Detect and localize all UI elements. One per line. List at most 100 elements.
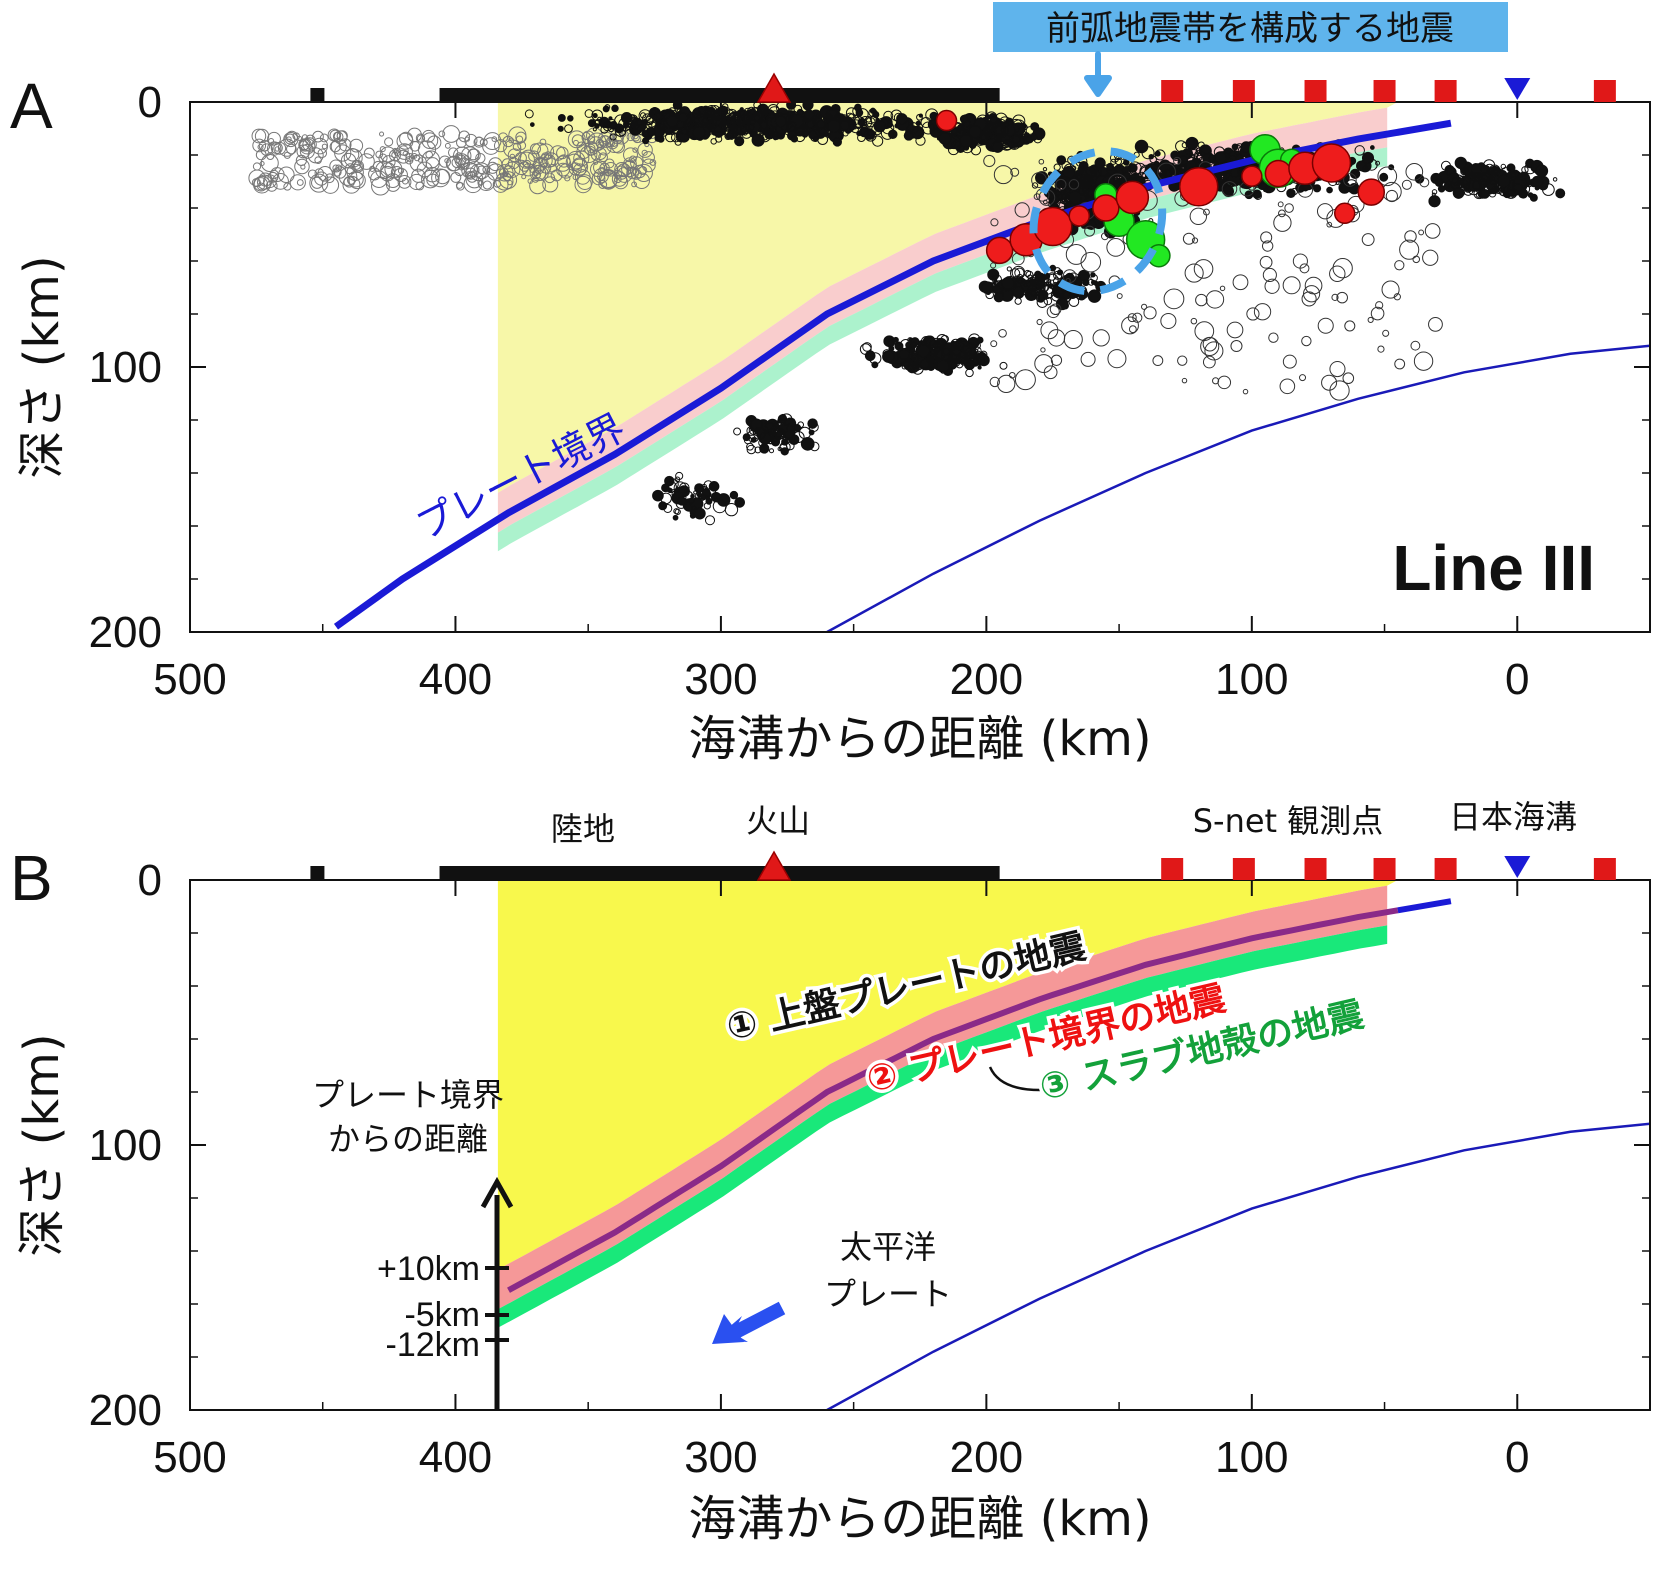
hypocenter: [703, 502, 711, 510]
hypocenter: [1063, 329, 1083, 350]
hypocenter: [672, 514, 679, 521]
hypocenter: [1317, 317, 1334, 334]
hypocenter: [1261, 240, 1274, 252]
hypocenter: [1246, 307, 1260, 321]
gray-hypocenter: [467, 148, 481, 162]
hypocenter: [1203, 208, 1210, 216]
gray-hypocenter: [385, 173, 401, 189]
gray-hypocenter: [460, 146, 480, 165]
hypocenter: [1128, 325, 1137, 334]
hypocenter: [765, 133, 771, 139]
hypocenter: [827, 119, 841, 134]
hypocenter: [1121, 316, 1139, 335]
hypocenter: [785, 441, 795, 451]
gray-hypocenter: [556, 146, 569, 160]
hypocenter: [1555, 188, 1566, 199]
hypocenter: [557, 113, 566, 122]
hypocenter: [1191, 237, 1199, 244]
gray-hypocenter: [507, 148, 522, 163]
hypocenter: [1204, 341, 1224, 361]
hypocenter: [707, 116, 713, 122]
hypocenter: [614, 125, 627, 137]
hypocenter: [1027, 284, 1040, 297]
hypocenter: [1064, 186, 1071, 194]
hypocenter: [816, 119, 826, 129]
hypocenter: [862, 342, 872, 352]
hypocenter: [827, 107, 839, 118]
gray-hypocenter: [538, 153, 553, 168]
hypocenter: [1134, 139, 1149, 154]
hypocenter: [1080, 251, 1102, 273]
hypocenter: [857, 124, 870, 137]
y-tick-label: 200: [89, 608, 162, 657]
gray-hypocenter: [294, 158, 310, 175]
gray-hypocenter: [571, 158, 589, 176]
gray-hypocenter: [370, 170, 388, 188]
panel-b-ylabel: 深さ (km): [14, 1033, 70, 1256]
hypocenter: [789, 114, 804, 128]
volcano-icon: [756, 850, 792, 881]
hypocenter: [871, 361, 879, 369]
hypocenter: [999, 361, 1008, 370]
hypocenter: [663, 503, 673, 513]
gray-hypocenter: [274, 146, 281, 152]
slab-lower-line: [826, 344, 1650, 632]
gray-hypocenter: [379, 146, 386, 153]
panel-a-ylabel: 深さ (km): [14, 255, 70, 478]
gray-hypocenter: [252, 162, 262, 171]
x-tick-label: 200: [950, 1433, 1023, 1482]
hypocenter: [726, 125, 732, 131]
hypocenter: [1129, 163, 1138, 173]
gray-hypocenter: [461, 161, 478, 179]
hypocenter: [1394, 260, 1405, 271]
x-tick-label: 300: [684, 655, 757, 704]
gray-hypocenter: [390, 166, 403, 178]
x-tick-label: 500: [153, 1433, 226, 1482]
hypocenter: [1242, 388, 1249, 395]
gray-hypocenter: [564, 175, 571, 182]
red-event: [1092, 194, 1120, 222]
hypocenter: [1361, 233, 1375, 246]
hypocenter: [1037, 287, 1043, 292]
gray-hypocenter: [397, 174, 412, 189]
hypocenter: [1473, 172, 1480, 178]
hypocenter: [529, 122, 535, 127]
hypocenter: [1190, 317, 1198, 325]
hypocenter: [1467, 179, 1481, 192]
gray-hypocenter: [529, 143, 542, 155]
hypocenter: [1512, 178, 1526, 192]
gray-hypocenter: [407, 127, 422, 143]
hypocenter: [993, 165, 1013, 185]
plate-boundary-line-extension: [1397, 898, 1452, 914]
hypocenter: [564, 124, 573, 133]
hypocenter: [592, 127, 597, 132]
hypocenter: [1090, 279, 1096, 285]
distance-axis-title-2: からの距離: [328, 1120, 488, 1158]
hypocenter: [557, 125, 564, 132]
hypocenter: [675, 471, 684, 481]
hypocenter: [975, 356, 986, 366]
gray-hypocenter: [532, 169, 539, 177]
hypocenter: [1262, 267, 1277, 283]
land-segment: [439, 866, 1000, 880]
gray-hypocenter: [479, 138, 488, 147]
hypocenter: [567, 115, 574, 122]
hypocenter: [1316, 203, 1334, 220]
hypocenter: [608, 126, 614, 133]
gray-hypocenter: [425, 157, 440, 172]
panel-b-axes: 500 400 300 200 100 0 0 100 200: [89, 856, 1651, 1482]
land-segment: [439, 88, 1000, 102]
gray-hypocenter: [463, 174, 483, 194]
hypocenter: [1194, 321, 1215, 341]
hypocenter: [800, 436, 815, 451]
hypocenter: [1385, 189, 1399, 203]
hypocenter: [1534, 185, 1540, 191]
x-tick-label: 0: [1505, 1433, 1529, 1482]
hypocenter: [749, 119, 756, 125]
red-event: [1115, 180, 1150, 215]
hypocenter: [968, 125, 982, 139]
hypocenter: [1014, 267, 1025, 278]
hypocenter: [1253, 191, 1262, 200]
hypocenter: [672, 102, 683, 110]
gray-hypocenter: [611, 140, 625, 154]
